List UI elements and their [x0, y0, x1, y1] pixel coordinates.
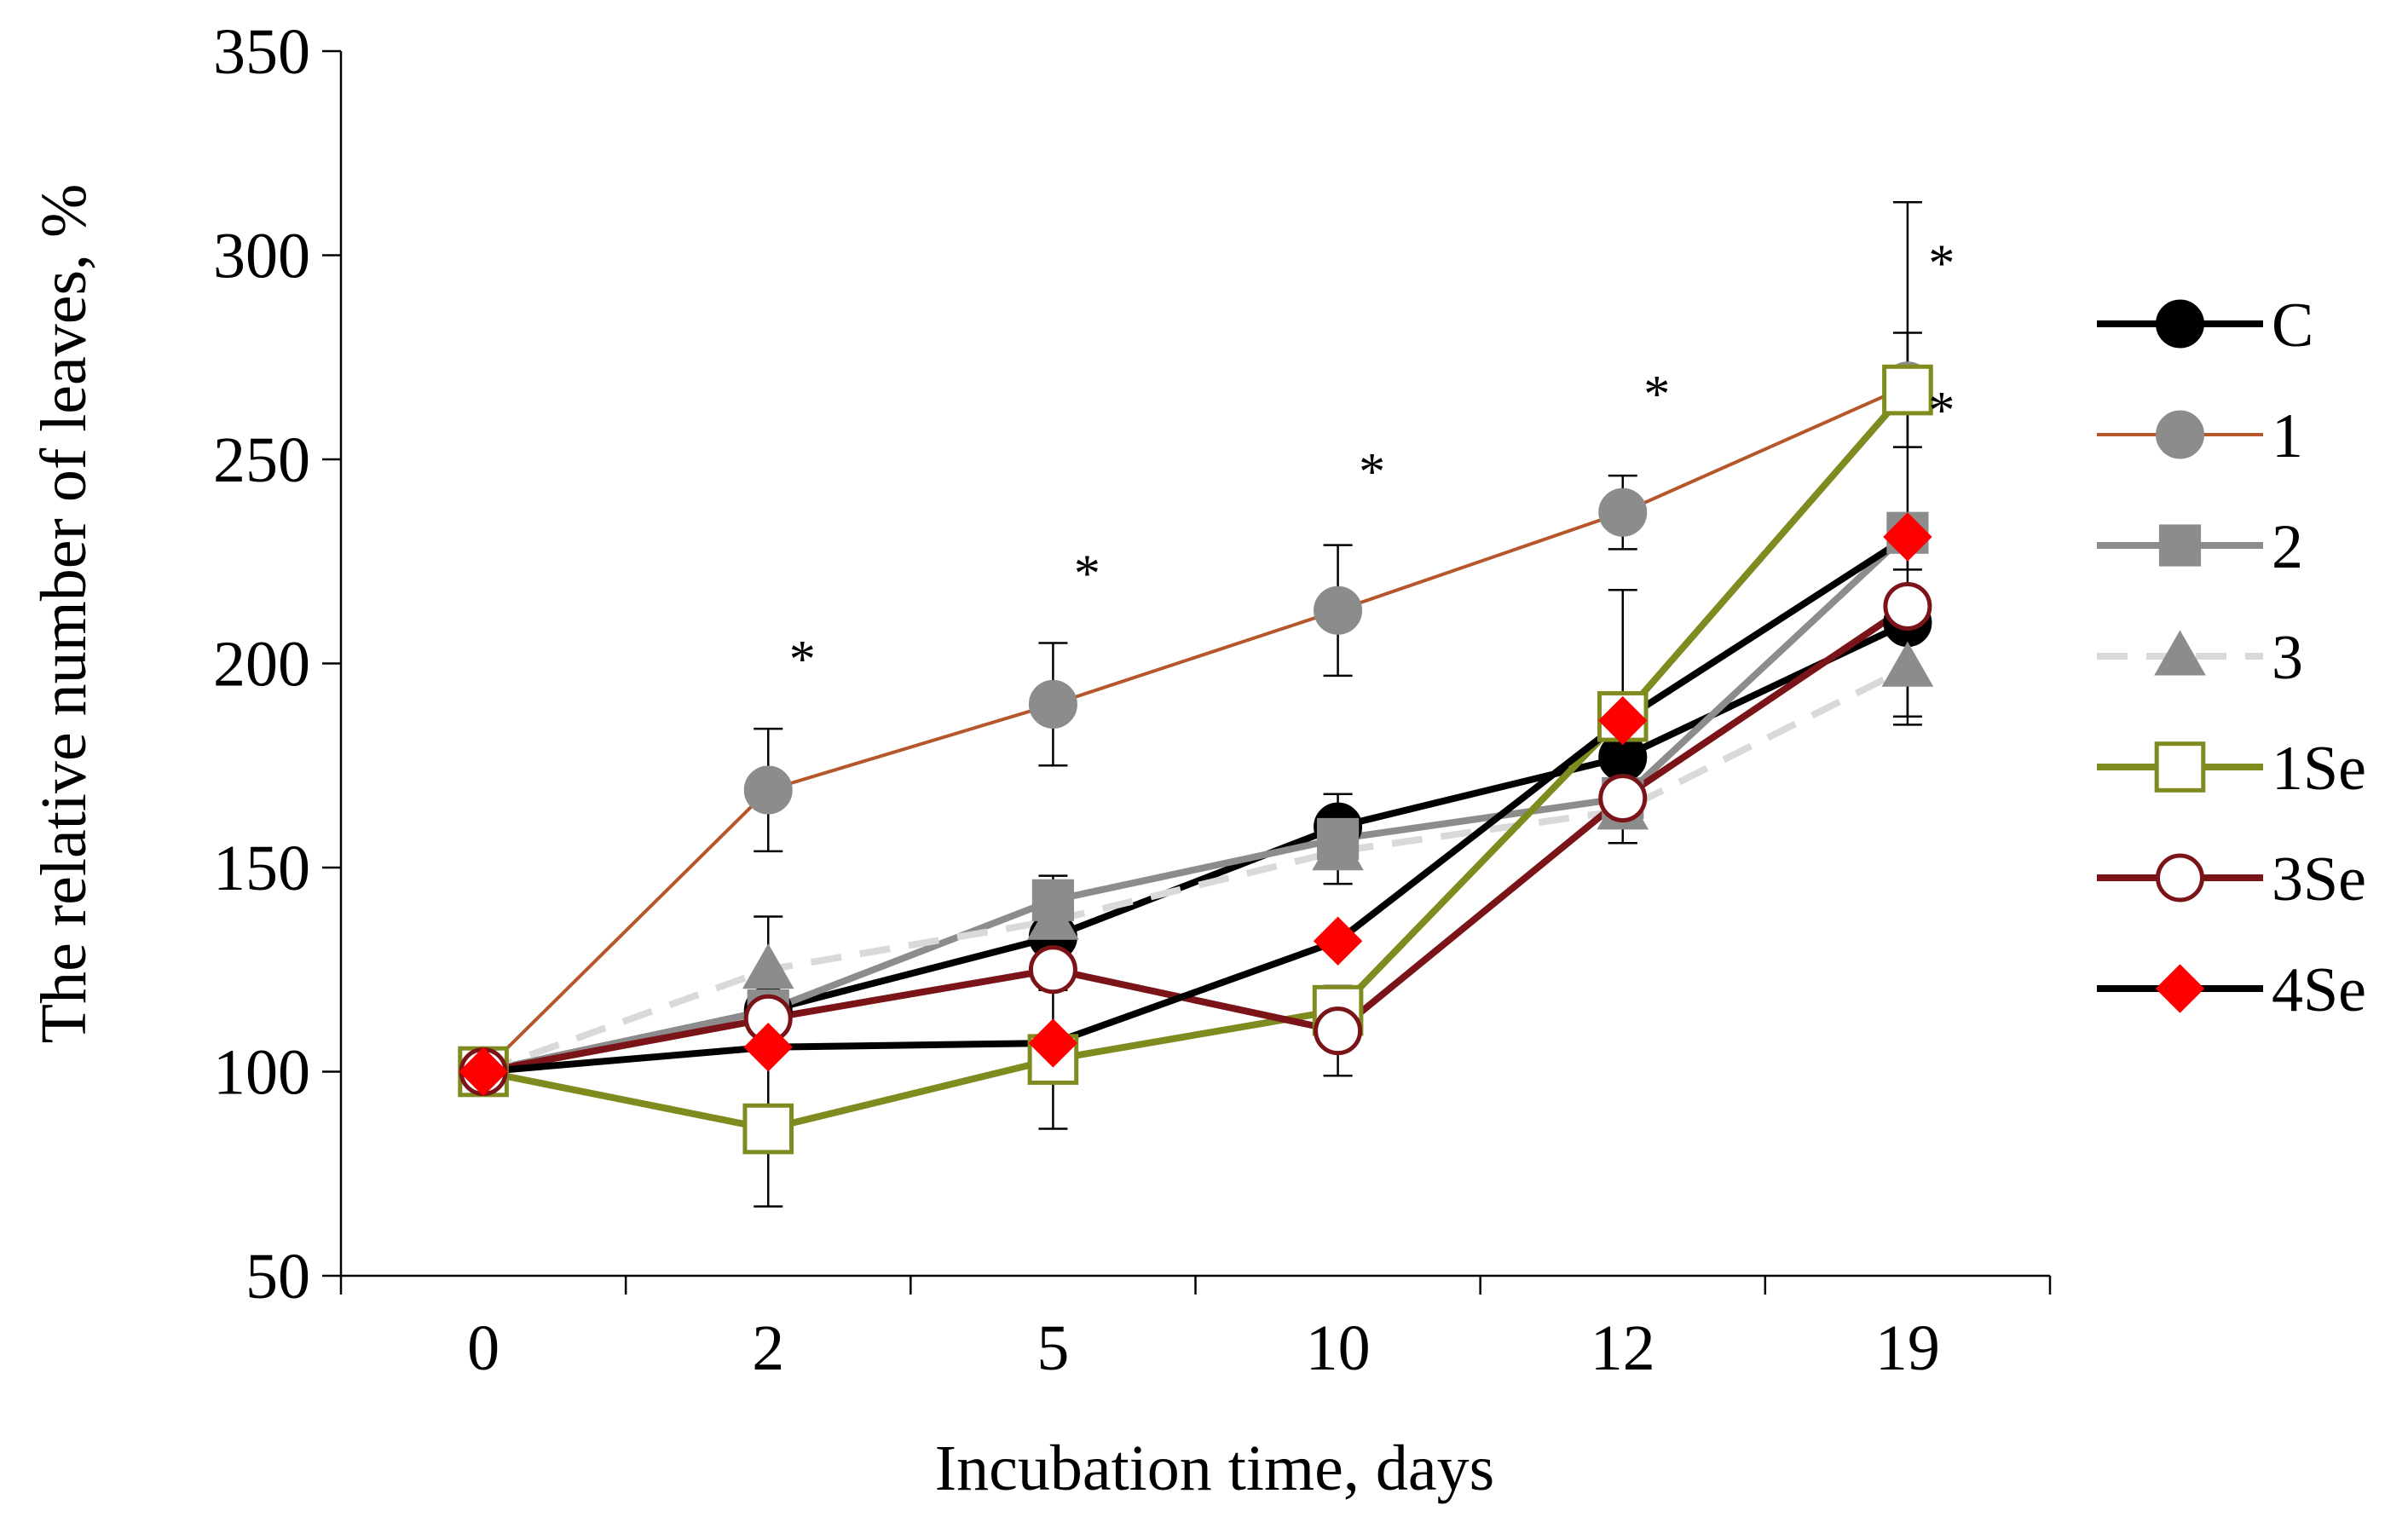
legend-3se-label: 3Se	[2272, 845, 2366, 914]
series-3se-point	[1314, 1006, 1363, 1056]
series-3-point	[1881, 641, 1934, 687]
legend-4se-label: 4Se	[2272, 955, 2366, 1025]
significance-star: *	[1074, 545, 1100, 603]
legend-c-label: C	[2272, 291, 2313, 360]
error-bars	[754, 200, 1922, 1208]
y-tick-label: 250	[213, 424, 310, 496]
series-3-line	[482, 664, 1909, 1076]
series-markers	[457, 361, 1934, 1155]
legend-2-swatch-marker	[2158, 524, 2202, 567]
series-3se-line	[482, 603, 1910, 1076]
series-3se-point	[1598, 774, 1648, 823]
legend-1se-swatch-marker	[2154, 741, 2206, 793]
series-c-line	[482, 619, 1909, 1076]
series-3se-point	[1883, 581, 1932, 631]
x-tick-label: 12	[1591, 1312, 1655, 1384]
series-lines	[482, 384, 1910, 1133]
series-2-line	[482, 530, 1910, 1076]
axes: 50 100 150 200 250 300 350 0 2 5 10 12 19	[213, 16, 2052, 1384]
series-1se-point	[742, 1103, 794, 1155]
legend-1-label: 1	[2272, 401, 2303, 471]
series-4se-point	[1028, 1018, 1078, 1068]
series-4se-point	[459, 1047, 508, 1097]
series-1-point	[743, 765, 793, 815]
significance-annotations: * * * * * *	[789, 235, 1955, 689]
series-1se-line	[482, 387, 1910, 1133]
legend-3-label: 3	[2272, 623, 2303, 693]
legend-c-swatch-marker	[2156, 299, 2204, 349]
x-tick-label: 5	[1037, 1312, 1069, 1384]
legend-4se-swatch-marker	[2155, 964, 2205, 1013]
series-1se-point	[1882, 364, 1933, 416]
series-3se-point	[1028, 945, 1077, 995]
series-4se-point	[1883, 512, 1932, 562]
x-tick-label: 19	[1875, 1312, 1940, 1384]
series-4se-point	[743, 1023, 793, 1072]
significance-star: *	[1359, 443, 1385, 501]
x-axis-title: Incubation time, days	[935, 1433, 1494, 1504]
series-4se-line	[482, 533, 1910, 1076]
legend-1-swatch-marker	[2156, 410, 2204, 459]
series-3-point	[742, 943, 794, 989]
y-axis-title: The relative number of leaves, %	[28, 184, 100, 1044]
y-tick-label: 350	[213, 16, 310, 88]
series-1-point	[1314, 585, 1363, 635]
series-1-line	[482, 384, 1908, 1073]
y-tick-label: 300	[213, 221, 310, 292]
series-1-point	[1028, 679, 1077, 729]
legend-3-swatch-marker	[2154, 630, 2206, 676]
series-1-point	[1598, 487, 1648, 537]
x-tick-label: 2	[752, 1312, 784, 1384]
series-4se-point	[1313, 916, 1363, 966]
series-4se-point	[1598, 695, 1648, 746]
y-tick-label: 150	[213, 833, 310, 904]
significance-star: *	[1928, 235, 1955, 293]
legend: C 1 2 3 1Se 3Se 4Se	[2097, 291, 2366, 1025]
legend-3se-swatch-marker	[2156, 853, 2204, 903]
y-tick-label: 100	[213, 1037, 310, 1109]
x-tick-label: 10	[1306, 1312, 1371, 1384]
significance-star: *	[1928, 382, 1955, 440]
series-3-point	[1312, 825, 1364, 871]
significance-star: *	[789, 631, 816, 689]
series-3-point	[1027, 894, 1079, 940]
significance-star: *	[1643, 366, 1670, 424]
y-tick-label: 200	[213, 629, 310, 701]
x-tick-label: 0	[467, 1312, 500, 1384]
y-tick-label: 50	[245, 1241, 310, 1312]
legend-2-label: 2	[2272, 512, 2303, 582]
legend-1se-label: 1Se	[2272, 734, 2366, 804]
